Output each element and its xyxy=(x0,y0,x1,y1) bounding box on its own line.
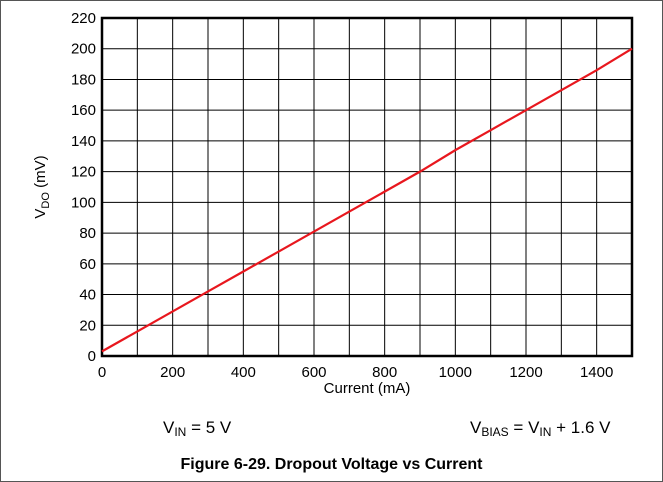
x-tick-label: 0 xyxy=(98,364,106,381)
y-tick-label: 0 xyxy=(88,348,96,365)
x-tick-label: 600 xyxy=(301,364,326,381)
y-tick-label: 100 xyxy=(71,194,96,211)
y-tick-label: 220 xyxy=(71,10,96,27)
series-line xyxy=(101,47,633,353)
vin-condition: VIN = 5 V xyxy=(163,418,232,439)
x-tick-label: 1400 xyxy=(580,364,613,381)
x-tick-label: 400 xyxy=(231,364,256,381)
x-tick-label: 800 xyxy=(372,364,397,381)
plot-area-border xyxy=(100,16,634,358)
dropout-voltage-chart: 0 200 400 600 800 1000 1200 1400 0 20 40 60 80 100 120… xyxy=(32,10,634,397)
y-axis-label: VDO (mV) xyxy=(32,155,52,218)
y-tick-label: 140 xyxy=(71,133,96,150)
y-tick-label: 200 xyxy=(71,41,96,58)
y-tick-label: 40 xyxy=(79,287,96,304)
tick-labels: 0 200 400 600 800 1000 1200 1400 0 20 40 60 80 100 120… xyxy=(71,10,613,381)
x-axis-label: Current (mA) xyxy=(324,380,411,397)
x-tick-label: 1200 xyxy=(509,364,542,381)
y-tick-label: 160 xyxy=(71,102,96,119)
y-tick-label: 180 xyxy=(71,71,96,88)
vbias-condition: VBIAS = VIN + 1.6 V xyxy=(470,418,611,439)
x-tick-label: 1000 xyxy=(439,364,472,381)
y-tick-label: 80 xyxy=(79,225,96,242)
y-tick-label: 20 xyxy=(79,317,96,334)
series-layer xyxy=(101,47,633,353)
y-tick-label: 60 xyxy=(79,256,96,273)
figure-caption: Figure 6-29. Dropout Voltage vs Current xyxy=(180,456,483,473)
y-tick-label: 120 xyxy=(71,164,96,181)
x-tick-label: 200 xyxy=(160,364,185,381)
